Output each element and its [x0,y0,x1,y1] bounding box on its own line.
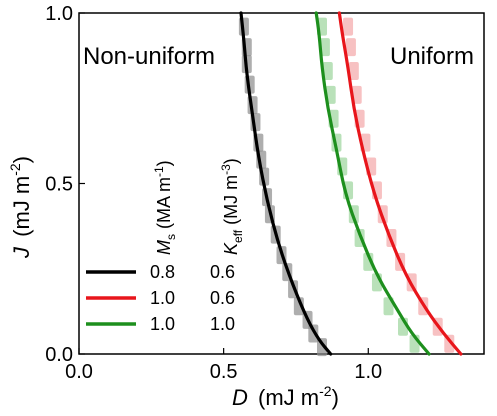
y-axis-label: J (mJ m-2) [7,156,34,259]
x-axis-label: D (mJ m-2) [232,383,339,410]
legend-header-keff: Keff (MJ m-3) [219,158,245,255]
legend-row-3: 1.0 1.0 [86,314,235,334]
tick-layer: 0.0 0.5 1.0 0.0 0.5 1.0 [45,3,382,383]
legend-ms-3: 1.0 [150,314,175,334]
legend-row-2: 1.0 0.6 [86,288,235,308]
series-2-point [348,61,359,80]
legend-ms-2: 1.0 [150,288,175,308]
series-1-point [308,324,319,343]
legend-ms-1: 0.8 [150,262,175,282]
legend-keff-3: 1.0 [210,314,235,334]
annotation-uniform: Uniform [390,43,474,70]
y-tick-label: 0.0 [45,344,73,366]
series-2-line [337,11,463,356]
legend-keff-1: 0.6 [210,262,235,282]
legend-row-1: 0.8 0.6 [86,262,235,282]
series-3-point [319,38,330,57]
y-tick-label: 0.5 [45,174,73,196]
legend-keff-2: 0.6 [210,288,235,308]
legend-header-ms: Ms (MA m-1) [152,160,178,255]
series-3-line [314,11,431,356]
line-layer [239,11,463,356]
series-3-point [322,61,333,80]
x-tick-label: 0.5 [210,361,238,383]
series-2-point [343,17,354,36]
series-1-line [239,11,333,356]
x-tick-label: 1.0 [354,361,382,383]
annotation-non-uniform: Non-uniform [83,43,215,70]
y-tick-label: 1.0 [45,3,73,25]
series-2-point [345,38,356,57]
x-tick-label: 0.0 [65,361,93,383]
